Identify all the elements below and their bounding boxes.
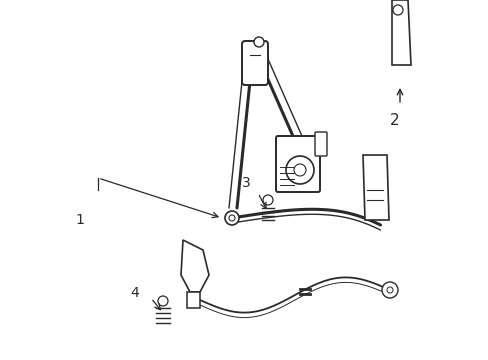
- Circle shape: [293, 164, 305, 176]
- Text: 1: 1: [76, 213, 84, 227]
- Text: 2: 2: [389, 112, 399, 127]
- Polygon shape: [181, 240, 208, 292]
- Circle shape: [392, 5, 402, 15]
- Circle shape: [263, 195, 272, 205]
- Text: 4: 4: [130, 286, 139, 300]
- Polygon shape: [362, 155, 388, 220]
- Polygon shape: [391, 0, 410, 65]
- Polygon shape: [186, 292, 200, 308]
- FancyBboxPatch shape: [242, 41, 267, 85]
- Circle shape: [228, 215, 235, 221]
- Circle shape: [224, 211, 239, 225]
- Circle shape: [158, 296, 168, 306]
- FancyBboxPatch shape: [275, 136, 319, 192]
- FancyBboxPatch shape: [314, 132, 326, 156]
- Circle shape: [386, 287, 392, 293]
- Circle shape: [253, 37, 264, 47]
- Text: 3: 3: [241, 176, 250, 190]
- Circle shape: [285, 156, 313, 184]
- Circle shape: [381, 282, 397, 298]
